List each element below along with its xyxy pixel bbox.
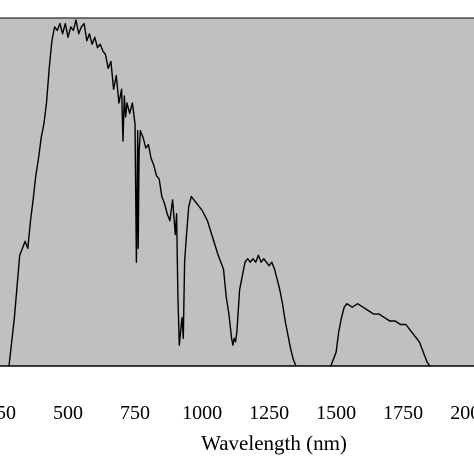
x-tick-labels: 250 500 750 1000 1250 1500 1750 2000 (0, 402, 474, 424)
spectrum-line (8, 19, 431, 367)
x-tick-label: 500 (53, 402, 83, 424)
plot-area (0, 18, 474, 366)
x-tick-label: 1500 (316, 402, 356, 424)
x-tick-label: 250 (0, 402, 16, 424)
x-tick-label: 1000 (182, 402, 222, 424)
x-axis-title: Wavelength (nm) (201, 431, 347, 455)
x-tick-label: 1750 (383, 402, 423, 424)
x-tick-label: 1250 (249, 402, 289, 424)
x-tick-label: 750 (120, 402, 150, 424)
series-layer (8, 19, 431, 367)
x-tick-label: 2000 (450, 402, 474, 424)
